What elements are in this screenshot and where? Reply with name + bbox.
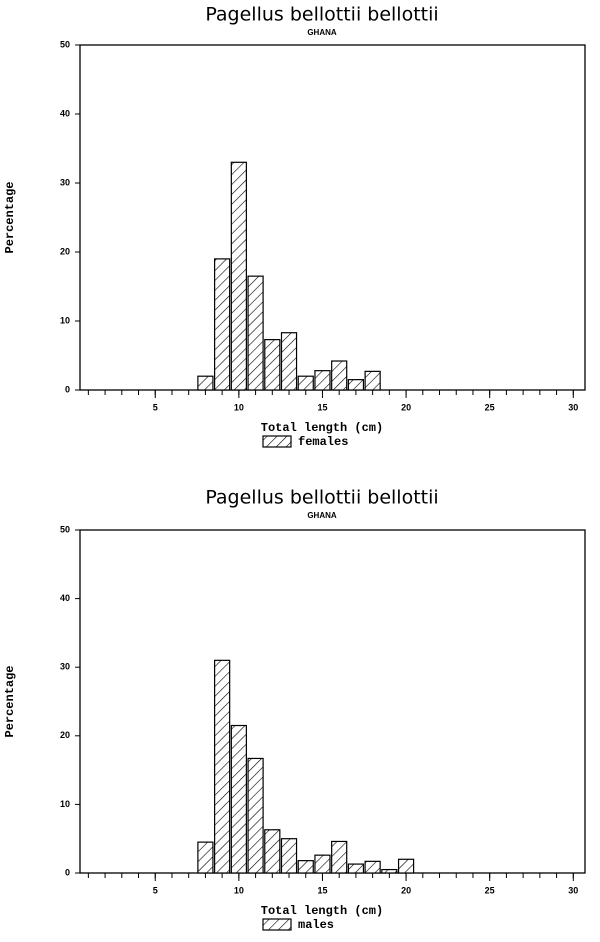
chart-title: Pagellus bellottii bellottii bbox=[205, 487, 438, 509]
x-axis-label: Total length (cm) bbox=[261, 904, 383, 918]
y-tick-label: 30 bbox=[60, 662, 70, 672]
x-tick-label: 25 bbox=[485, 402, 495, 412]
x-tick-label: 30 bbox=[568, 885, 578, 895]
bar bbox=[331, 360, 348, 391]
bar bbox=[314, 370, 331, 391]
bar bbox=[364, 860, 381, 874]
x-tick-label: 5 bbox=[153, 402, 158, 412]
chart-subtitle: GHANA bbox=[307, 511, 337, 520]
plot-frame bbox=[79, 44, 586, 391]
x-tick-label: 10 bbox=[234, 885, 244, 895]
y-tick-label: 0 bbox=[65, 867, 70, 877]
bar bbox=[297, 375, 314, 391]
plot-frame bbox=[79, 529, 586, 874]
bar bbox=[197, 375, 214, 391]
bar bbox=[230, 724, 247, 874]
x-tick-label: 20 bbox=[401, 402, 411, 412]
y-tick-label: 20 bbox=[60, 246, 70, 256]
legend-swatch bbox=[262, 918, 292, 931]
bar bbox=[247, 275, 264, 391]
bar bbox=[280, 838, 298, 874]
bar bbox=[297, 860, 314, 874]
x-tick-label: 10 bbox=[234, 402, 244, 412]
bar bbox=[230, 161, 247, 391]
y-tick-label: 40 bbox=[60, 593, 70, 603]
y-tick-label: 50 bbox=[60, 39, 70, 49]
bar bbox=[214, 258, 231, 391]
bar bbox=[347, 863, 365, 874]
bar bbox=[264, 339, 281, 391]
bar bbox=[197, 841, 214, 874]
bar bbox=[264, 829, 281, 874]
y-axis-label: Percentage bbox=[3, 665, 17, 737]
bar bbox=[314, 854, 331, 874]
x-tick-label: 20 bbox=[401, 885, 411, 895]
y-axis-label: Percentage bbox=[3, 181, 17, 253]
bar bbox=[280, 332, 298, 391]
y-tick-label: 40 bbox=[60, 108, 70, 118]
bar bbox=[247, 757, 264, 874]
y-tick-label: 50 bbox=[60, 524, 70, 534]
x-tick-label: 5 bbox=[153, 885, 158, 895]
bar bbox=[347, 379, 365, 391]
x-tick-label: 15 bbox=[317, 402, 327, 412]
x-tick-label: 15 bbox=[317, 885, 327, 895]
y-tick-label: 10 bbox=[60, 315, 70, 325]
y-tick-label: 20 bbox=[60, 730, 70, 740]
y-tick-label: 0 bbox=[65, 384, 70, 394]
y-tick-label: 10 bbox=[60, 799, 70, 809]
bar bbox=[331, 840, 348, 874]
chart-subtitle: GHANA bbox=[307, 28, 337, 37]
bar bbox=[381, 868, 398, 874]
legend-swatch bbox=[262, 435, 292, 448]
bar bbox=[214, 659, 231, 874]
x-tick-label: 25 bbox=[485, 885, 495, 895]
chart-title: Pagellus bellottii bellottii bbox=[205, 4, 438, 26]
y-tick-label: 30 bbox=[60, 177, 70, 187]
bar bbox=[364, 370, 381, 391]
x-axis-label: Total length (cm) bbox=[261, 421, 383, 435]
bar bbox=[397, 858, 415, 874]
x-tick-label: 30 bbox=[568, 402, 578, 412]
legend-label: females bbox=[298, 435, 348, 449]
legend-label: males bbox=[298, 918, 334, 932]
